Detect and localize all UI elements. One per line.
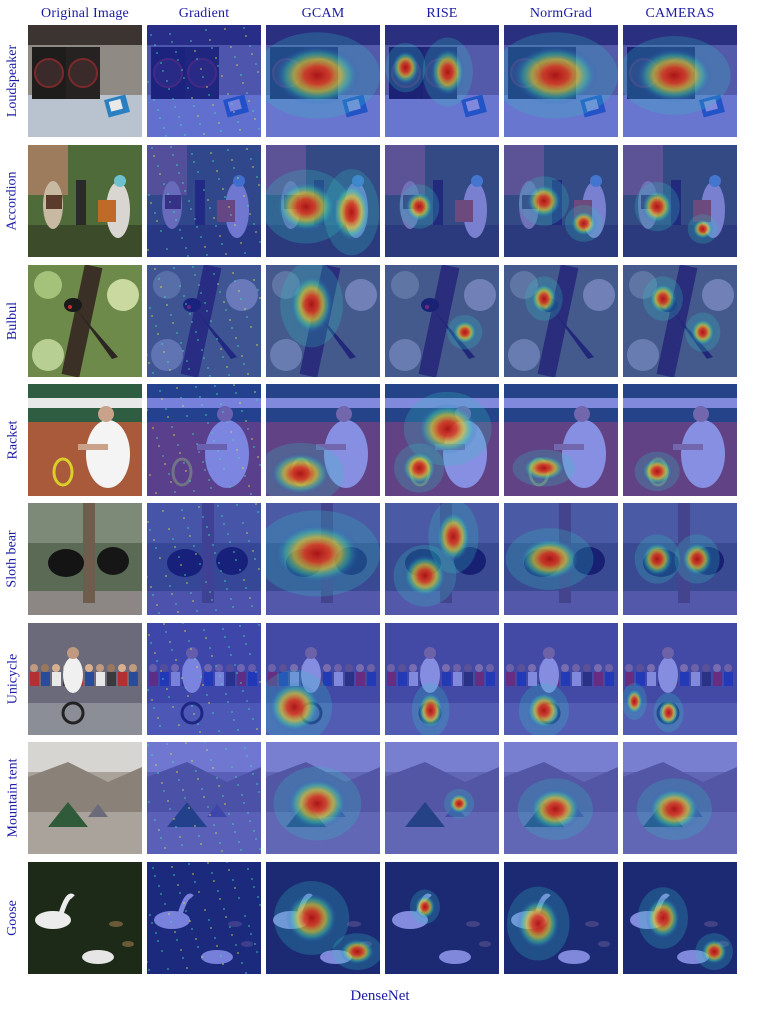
gcam-saliency-map-3 <box>266 384 380 496</box>
row-label-7: Goose <box>0 862 26 974</box>
normgrad-saliency-map-7 <box>504 862 618 974</box>
cameras-saliency-map-6 <box>623 742 737 854</box>
column-header-1: Gradient <box>178 6 230 21</box>
gcam-saliency-map-5 <box>266 623 380 735</box>
row-label-3: Racket <box>0 384 26 496</box>
gradient-saliency-map-1 <box>147 145 261 257</box>
cameras-saliency-map-0 <box>623 25 737 137</box>
row-label-text: Mountain tent <box>5 758 20 838</box>
rise-saliency-map-1 <box>385 145 499 257</box>
original-image-2 <box>28 265 142 377</box>
rise-saliency-map-0 <box>385 25 499 137</box>
gradient-saliency-map-4 <box>147 503 261 615</box>
cameras-saliency-map-4 <box>623 503 737 615</box>
original-image-4 <box>28 503 142 615</box>
row-label-2: Bulbul <box>0 265 26 377</box>
cameras-saliency-map-5 <box>623 623 737 735</box>
row-label-text: Goose <box>5 900 20 936</box>
gcam-saliency-map-6 <box>266 742 380 854</box>
gcam-saliency-map-4 <box>266 503 380 615</box>
gradient-saliency-map-0 <box>147 25 261 137</box>
original-image-3 <box>28 384 142 496</box>
rise-saliency-map-2 <box>385 265 499 377</box>
column-header-5: CAMERAS <box>645 6 715 21</box>
gradient-saliency-map-2 <box>147 265 261 377</box>
rise-saliency-map-7 <box>385 862 499 974</box>
rise-saliency-map-4 <box>385 503 499 615</box>
gcam-saliency-map-7 <box>266 862 380 974</box>
original-image-6 <box>28 742 142 854</box>
gcam-saliency-map-2 <box>266 265 380 377</box>
row-label-text: Sloth bear <box>5 530 20 588</box>
gradient-saliency-map-3 <box>147 384 261 496</box>
cameras-saliency-map-3 <box>623 384 737 496</box>
gcam-saliency-map-1 <box>266 145 380 257</box>
original-image-0 <box>28 25 142 137</box>
original-image-5 <box>28 623 142 735</box>
row-label-text: Loudspeaker <box>5 44 20 118</box>
row-label-1: Accordion <box>0 145 26 257</box>
original-image-1 <box>28 145 142 257</box>
row-label-0: Loudspeaker <box>0 25 26 137</box>
original-image-7 <box>28 862 142 974</box>
row-label-5: Unicycle <box>0 623 26 735</box>
normgrad-saliency-map-6 <box>504 742 618 854</box>
cameras-saliency-map-1 <box>623 145 737 257</box>
cameras-saliency-map-7 <box>623 862 737 974</box>
gcam-saliency-map-0 <box>266 25 380 137</box>
normgrad-saliency-map-2 <box>504 265 618 377</box>
normgrad-saliency-map-3 <box>504 384 618 496</box>
normgrad-saliency-map-0 <box>504 25 618 137</box>
row-label-text: Bulbul <box>5 301 20 341</box>
normgrad-saliency-map-1 <box>504 145 618 257</box>
rise-saliency-map-3 <box>385 384 499 496</box>
row-label-text: Racket <box>5 420 20 460</box>
gradient-saliency-map-7 <box>147 862 261 974</box>
column-header-3: RISE <box>426 6 458 21</box>
column-header-2: GCAM <box>301 6 345 21</box>
column-header-0: Original Image <box>41 6 129 21</box>
normgrad-saliency-map-5 <box>504 623 618 735</box>
rise-saliency-map-6 <box>385 742 499 854</box>
normgrad-saliency-map-4 <box>504 503 618 615</box>
row-label-text: Unicycle <box>5 653 20 705</box>
gradient-saliency-map-6 <box>147 742 261 854</box>
row-label-6: Mountain tent <box>0 742 26 854</box>
cameras-saliency-map-2 <box>623 265 737 377</box>
column-header-4: NormGrad <box>529 6 593 21</box>
rise-saliency-map-5 <box>385 623 499 735</box>
figure-caption-model: DenseNet <box>350 988 410 1004</box>
row-label-text: Accordion <box>5 171 20 231</box>
row-label-4: Sloth bear <box>0 503 26 615</box>
gradient-saliency-map-5 <box>147 623 261 735</box>
